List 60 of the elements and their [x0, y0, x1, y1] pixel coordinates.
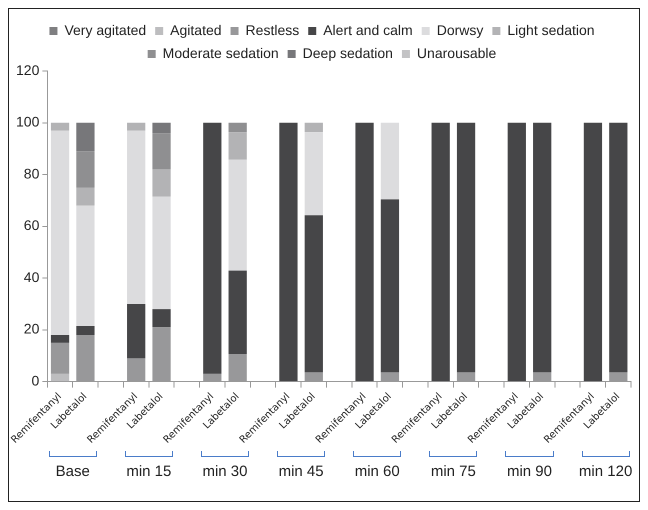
- bar: [127, 122, 146, 131]
- legend-label: Unarousable: [416, 44, 497, 61]
- legend-label: Restless: [246, 22, 300, 38]
- legend-label: Deep sedation: [302, 44, 393, 61]
- text: min 15: [125, 463, 172, 480]
- bar: [152, 122, 171, 134]
- legend-label: Light sedation: [507, 22, 595, 38]
- legend-label: Moderate sedation: [162, 44, 279, 61]
- bar: [456, 122, 476, 372]
- text: min 45: [278, 463, 325, 480]
- y-tick-label: 80: [24, 165, 40, 182]
- bar: [76, 326, 95, 336]
- y-tick-label: 120: [16, 62, 40, 78]
- bar: [584, 122, 602, 382]
- bar: [50, 122, 70, 131]
- y-tick-label: 0: [32, 372, 40, 389]
- bar: [304, 132, 323, 216]
- y-tick-label: 60: [24, 217, 40, 234]
- bar: [380, 199, 400, 372]
- bar: [228, 270, 247, 354]
- bar: [355, 122, 374, 382]
- bar: [76, 206, 95, 326]
- bar: [152, 309, 171, 328]
- bar: [76, 151, 95, 188]
- bar: [152, 196, 171, 310]
- text: min 75: [430, 463, 477, 480]
- bar: [432, 122, 450, 382]
- bar: [152, 133, 171, 170]
- bar: [228, 132, 247, 160]
- text: Base: [54, 463, 91, 480]
- legend-label: Alert and calm: [323, 22, 413, 38]
- bar: [304, 215, 323, 372]
- text: min 120: [578, 463, 634, 480]
- bar: [127, 130, 146, 304]
- text: min 90: [506, 463, 553, 480]
- bar: [380, 122, 400, 200]
- bar: [50, 374, 70, 382]
- bar: [304, 122, 323, 132]
- bar: [152, 169, 171, 197]
- bar: [76, 122, 95, 152]
- text: min 60: [354, 463, 401, 480]
- bar: [50, 342, 70, 374]
- y-tick-label: 20: [24, 320, 40, 337]
- bar: [203, 122, 222, 374]
- y-tick-label: 100: [16, 114, 40, 130]
- bar: [127, 304, 146, 358]
- bar: [279, 122, 298, 382]
- legend-label: Very agitated: [64, 22, 146, 38]
- bar: [50, 130, 70, 336]
- legend-label: Agitated: [170, 22, 222, 38]
- bar: [228, 160, 247, 271]
- legend-label: Dorwsy: [436, 22, 484, 38]
- bar: [533, 122, 552, 372]
- bar: [50, 335, 70, 343]
- bar: [508, 122, 526, 382]
- bar: [228, 122, 247, 132]
- text: min 30: [201, 463, 248, 480]
- y-tick-label: 40: [24, 268, 40, 285]
- bar: [76, 187, 95, 206]
- bar: [609, 122, 628, 372]
